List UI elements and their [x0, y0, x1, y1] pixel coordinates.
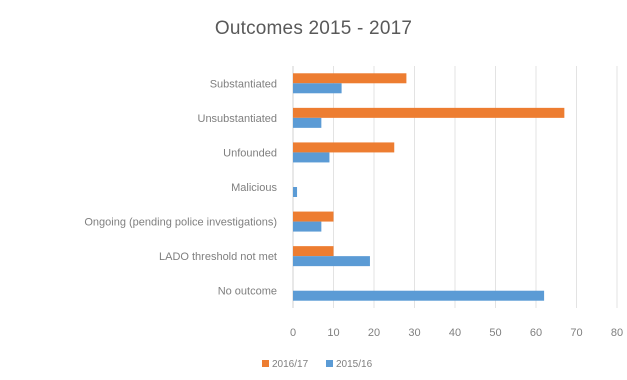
bar-2016-17-5	[293, 246, 334, 257]
legend-label: 2016/17	[272, 359, 309, 370]
category-label: Substantiated	[210, 78, 277, 90]
bar-2015-16-0	[293, 83, 342, 94]
bar-2015-16-6	[293, 290, 545, 301]
category-label: Unfounded	[223, 147, 277, 159]
bar-2015-16-1	[293, 117, 322, 128]
x-tick-label: 70	[570, 327, 582, 339]
category-label: Malicious	[231, 182, 277, 194]
category-label: LADO threshold not met	[159, 251, 277, 263]
category-label: Ongoing (pending police investigations)	[84, 217, 277, 229]
legend-label: 2015/16	[336, 359, 373, 370]
bar-2015-16-2	[293, 152, 330, 163]
x-tick-label: 40	[449, 327, 461, 339]
chart-title: Outcomes 2015 - 2017	[214, 18, 413, 39]
x-tick-label: 60	[530, 327, 542, 339]
category-label: No outcome	[218, 286, 277, 298]
bar-2015-16-5	[293, 256, 370, 267]
x-tick-label: 50	[489, 327, 501, 339]
x-tick-label: 20	[368, 327, 380, 339]
category-label: Unsubstantiated	[198, 113, 278, 125]
bar-2015-16-4	[293, 221, 322, 232]
bar-2016-17-2	[293, 142, 395, 153]
x-tick-label: 0	[290, 327, 296, 339]
legend-swatch	[326, 360, 333, 367]
x-tick-label: 80	[611, 327, 623, 339]
bar-2016-17-1	[293, 107, 565, 118]
x-tick-label: 10	[327, 327, 339, 339]
legend-swatch	[262, 360, 269, 367]
bar-2015-16-3	[293, 187, 298, 197]
bar-2016-17-0	[293, 73, 407, 84]
x-tick-label: 30	[408, 327, 420, 339]
bar-2016-17-4	[293, 211, 334, 222]
